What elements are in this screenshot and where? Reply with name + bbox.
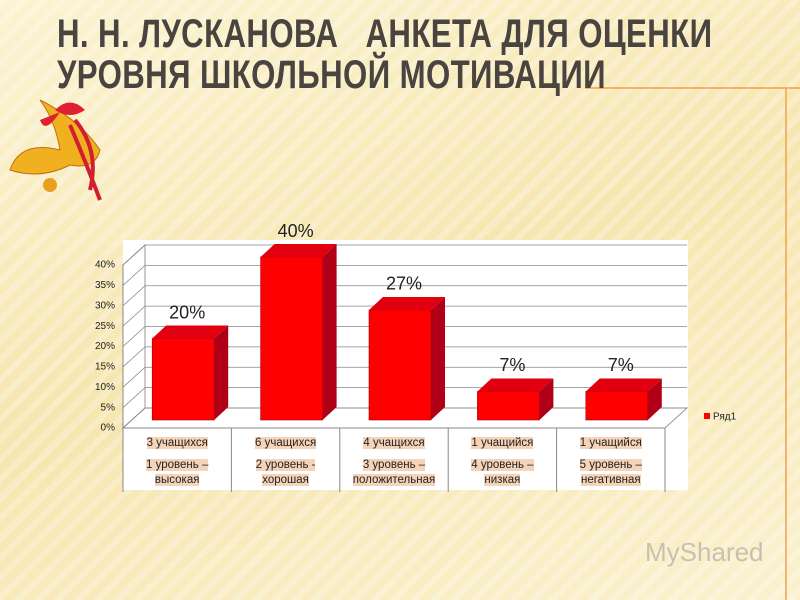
bar — [260, 244, 337, 421]
category-group-label: 5 уровень – негативная — [563, 458, 659, 488]
bar-front — [585, 391, 649, 421]
grid-line — [122, 264, 687, 286]
category-group-label: 1 уровень – высокая — [129, 458, 225, 488]
y-tick-label: 0% — [101, 423, 116, 434]
slide-title: Н. Н. ЛУСКАНОВА АНКЕТА ДЛЯ ОЦЕНКИ УРОВНЯ… — [57, 12, 722, 97]
y-tick-label: 20% — [95, 341, 115, 352]
value-label: 20% — [169, 302, 205, 322]
bell-decoration — [9, 99, 102, 201]
label-text: 1 уровень – высокая — [146, 459, 209, 486]
bar-front — [368, 309, 432, 421]
value-label: 7% — [608, 355, 634, 375]
label-text: 2 уровень - хорошая — [255, 459, 316, 486]
label-text: 6 учащихся — [254, 437, 317, 449]
label-text: 3 уровень – положительная — [352, 459, 436, 486]
label-text: 1 учащийся — [471, 437, 534, 449]
grid-line — [122, 346, 687, 368]
label-text: 1 учащийся — [579, 437, 642, 449]
bar-top — [585, 378, 662, 392]
category-label: 1 учащийся — [563, 436, 659, 451]
bar-front — [477, 391, 540, 421]
legend-label: Ряд1 — [713, 412, 737, 423]
label-text: 4 учащихся — [363, 437, 425, 449]
bar — [151, 325, 229, 421]
grid-line — [122, 326, 687, 347]
bar — [368, 296, 445, 421]
label-text: 4 уровень – низкая — [471, 459, 534, 486]
y-tick-label: 35% — [95, 280, 115, 291]
grid-line — [122, 305, 687, 327]
value-label: 7% — [499, 355, 525, 375]
bar-top — [152, 325, 229, 339]
y-tick-label: 30% — [95, 300, 115, 311]
bar-front — [260, 256, 323, 421]
value-label: 27% — [386, 274, 422, 294]
bar — [585, 378, 662, 421]
y-tick-label: 15% — [95, 362, 115, 373]
bar-top — [260, 244, 337, 257]
category-group-label: 2 уровень - хорошая — [238, 458, 334, 488]
bar-top — [369, 296, 445, 310]
bar-side — [539, 378, 554, 420]
bar — [477, 378, 554, 421]
category-label: 4 учащихся — [346, 436, 442, 451]
y-tick-label: 10% — [95, 382, 115, 393]
y-tick-label: 5% — [101, 402, 116, 413]
category-group-label: 4 уровень – низкая — [454, 458, 550, 488]
label-text: 5 уровень – негативная — [579, 459, 642, 486]
value-label: 40% — [278, 221, 314, 241]
bar-side — [322, 244, 337, 420]
category-group-label: 3 уровень – положительная — [346, 458, 442, 488]
category-label: 3 учащихся — [129, 436, 225, 451]
y-tick-label: 40% — [95, 260, 115, 271]
y-tick-label: 25% — [95, 321, 115, 332]
grid-line — [122, 285, 687, 307]
bar-top — [477, 378, 554, 392]
watermark: MyShared — [645, 537, 764, 567]
bar-side — [214, 325, 229, 420]
bar-side — [431, 296, 445, 420]
legend-swatch — [704, 413, 710, 419]
category-label: 1 учащийся — [454, 436, 550, 451]
grid-line — [122, 244, 687, 266]
label-text: 3 учащихся — [146, 437, 208, 449]
bar-front — [151, 338, 215, 421]
bar-side — [647, 378, 662, 420]
grid-line — [122, 366, 687, 388]
category-label: 6 учащихся — [238, 436, 334, 451]
